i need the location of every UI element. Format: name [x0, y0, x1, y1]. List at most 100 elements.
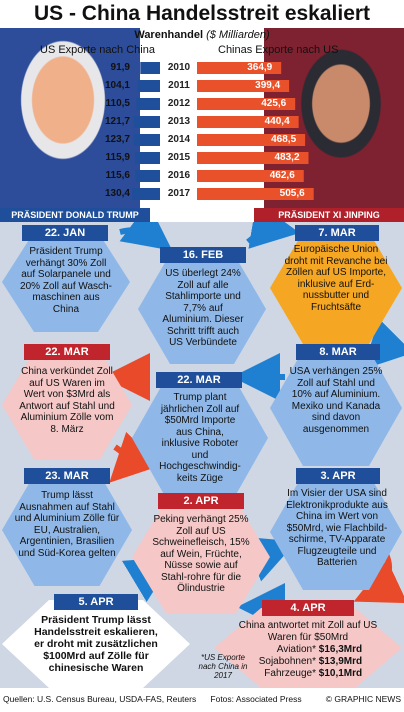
bar-row-2013: 121,7 2013 440,4 [0, 116, 404, 128]
bar-row-2011: 104,1 2011 399,4 [0, 80, 404, 92]
apr4-item: Aviation* $16,3Mrd [248, 644, 378, 655]
bar-us-2010 [140, 62, 160, 74]
arrow-6 [109, 431, 161, 483]
us-value-label: 91,9 [110, 62, 130, 73]
event-text-3-apr: Im Visier der USA sind Elektronikprodukt… [286, 488, 388, 568]
apr4-item-label: Sojabohnen* [258, 656, 316, 667]
event-text-22-jan: Präsident Trump verhängt 30% Zoll auf So… [20, 246, 112, 315]
chart-subhead: Warenhandel ($ Milliarden) [0, 29, 404, 41]
year-label: 2010 [161, 62, 197, 73]
trump-portrait [0, 28, 140, 208]
china-value-label: 440,4 [264, 116, 290, 127]
year-label: 2013 [161, 116, 197, 127]
sources-text: Quellen: U.S. Census Bureau, USDA-FAS, R… [3, 694, 197, 704]
china-value-label: 462,6 [269, 170, 295, 181]
china-value-label: 483,2 [274, 152, 300, 163]
event-hex-2-apr [132, 500, 270, 614]
china-value-label: 399,4 [255, 80, 281, 91]
us-value-label: 115,9 [105, 152, 130, 163]
year-label: 2014 [161, 134, 197, 145]
bar-us-2016 [135, 170, 160, 182]
arrow-2 [246, 222, 300, 249]
us-value-label: 115,6 [105, 170, 130, 181]
event-text-2-apr: Peking verhängt 25% Zoll auf US Schweine… [152, 514, 250, 594]
bar-row-2012: 110,5 2012 425,6 [0, 98, 404, 110]
event-text-8-mar: USA verhängen 25% Zoll auf Stahl und 10%… [289, 366, 383, 435]
bar-row-2015: 115,9 2015 483,2 [0, 152, 404, 164]
sources: Quellen: U.S. Census Bureau, USDA-FAS, R… [3, 694, 302, 704]
bar-us-2012 [136, 98, 160, 110]
apr4-item: Fahrzeuge* $10,1Mrd [248, 668, 378, 679]
event-date-22-mar-a: 22. MAR [24, 344, 110, 360]
event-date-2-apr: 2. APR [158, 493, 244, 509]
china-value-label: 505,6 [279, 188, 305, 199]
bar-china-2010 [197, 62, 282, 74]
event-hex-16-feb [138, 254, 266, 364]
graphic-news-credit: © GRAPHIC NEWS [325, 694, 401, 704]
china-value-label: 468,5 [271, 134, 297, 145]
event-date-22-mar-b: 22. MAR [156, 372, 242, 388]
event-text-22-mar-a: China verkündet Zoll auf US Waren im Wer… [19, 366, 115, 435]
event-date-4-apr: 4. APR [262, 600, 354, 616]
us-value-label: 110,5 [105, 98, 130, 109]
apr4-item: Sojabohnen* $13,9Mrd [248, 656, 378, 667]
subhead-unit: ($ Milliarden) [206, 29, 270, 41]
china-value-label: 425,6 [261, 98, 287, 109]
event-hex-22-mar-a [2, 350, 132, 460]
bar-us-2011 [137, 80, 160, 92]
year-label: 2017 [161, 188, 197, 199]
apr4-item-label: Aviation* [276, 644, 316, 655]
photos-credit: Fotos: Associated Press [210, 694, 302, 704]
subhead-label: Warenhandel [134, 29, 204, 41]
year-label: 2016 [161, 170, 197, 181]
bar-row-2014: 123,7 2014 468,5 [0, 134, 404, 146]
event-date-16-feb: 16. FEB [160, 247, 246, 263]
legend-china: Chinas Exporte nach US [218, 44, 339, 56]
apr4-item-label: Fahrzeuge* [264, 668, 316, 679]
page-title: US - China Handelsstreit eskaliert [33, 2, 371, 25]
bar-us-2015 [135, 152, 160, 164]
bar-row-2016: 115,6 2016 462,6 [0, 170, 404, 182]
event-text-5-apr: Präsident Trump lässt Handelsstreit eska… [34, 614, 158, 674]
bar-china-2012 [197, 98, 296, 110]
arrow-1 [119, 222, 173, 251]
trade-bar-chart [132, 62, 314, 200]
bar-us-2017 [132, 188, 160, 200]
event-text-7-mar: Europäische Union droht mit Revanche bei… [284, 244, 388, 313]
bar-china-2015 [197, 152, 309, 164]
event-date-5-apr: 5. APR [54, 594, 138, 610]
event-date-7-mar: 7. MAR [295, 225, 379, 241]
us-value-label: 104,1 [104, 80, 130, 91]
year-label: 2012 [161, 98, 197, 109]
event-date-8-mar: 8. MAR [296, 344, 380, 360]
us-value-label: 123,7 [104, 134, 130, 145]
event-date-3-apr: 3. APR [296, 468, 380, 484]
bar-china-2017 [197, 188, 314, 200]
bar-china-2014 [197, 134, 306, 146]
event-text-23-mar: Trump lässt Ausnahmen auf Stahl und Alum… [14, 490, 120, 559]
event-text-16-feb: US überlegt 24% Zoll auf alle Stahlimpor… [162, 268, 244, 348]
bar-row-2010: 91,9 2010 364,9 [0, 62, 404, 74]
event-text-22-mar-b: Trump plant jährlichen Zoll auf $50Mrd I… [159, 392, 241, 484]
event-text-4-apr: China antwortet mit Zoll auf US Waren fü… [238, 620, 378, 643]
bar-china-2013 [197, 116, 299, 128]
event-hex-22-mar-b [132, 378, 268, 498]
event-date-22-jan: 22. JAN [22, 225, 108, 241]
event-hex-5-apr [2, 600, 190, 688]
year-label: 2015 [161, 152, 197, 163]
apr4-item-value: $16,3Mrd [316, 644, 363, 655]
apr4-item-value: $13,9Mrd [316, 656, 363, 667]
caption-trump: PRÄSIDENT DONALD TRUMP [0, 208, 150, 222]
legend-us: US Exporte nach China [40, 44, 155, 56]
bar-row-2017: 130,4 2017 505,6 [0, 188, 404, 200]
year-label: 2011 [161, 80, 197, 91]
caption-xi: PRÄSIDENT XI JINPING [254, 208, 404, 222]
bar-china-2011 [197, 80, 290, 92]
bar-china-2016 [197, 170, 304, 182]
apr4-item-value: $10,1Mrd [316, 668, 363, 679]
us-value-label: 130,4 [104, 188, 130, 199]
event-hex-8-mar [270, 350, 402, 466]
bar-us-2014 [133, 134, 160, 146]
china-value-label: 364,9 [247, 62, 273, 73]
event-date-23-mar: 23. MAR [24, 468, 110, 484]
